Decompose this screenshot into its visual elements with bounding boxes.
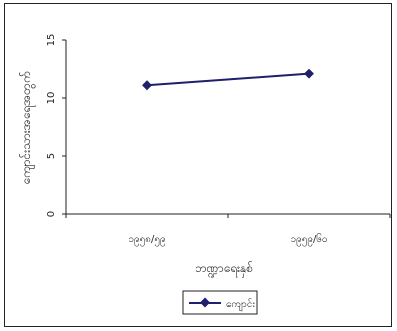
y-ticks: 0 5 10 15 [46, 34, 66, 217]
y-tick-label: 15 [46, 34, 57, 47]
x-axis-title: ဘဏ္ဍာရေးနှစ် [195, 260, 253, 278]
legend: ကျောင်း [182, 290, 258, 315]
x-tick-label: ၁၉၅၈/၅၉ [128, 234, 165, 247]
y-tick-label: 0 [46, 211, 57, 217]
legend-label: ကျောင်း [226, 297, 255, 312]
x-tick-label: ၁၉၅၉/၆၀ [290, 232, 327, 247]
data-point [304, 68, 314, 79]
series-line [146, 72, 310, 87]
y-axis-title: ကျောင်းသားအရေအတွက် [18, 71, 36, 184]
legend-diamond-marker [200, 297, 210, 308]
axes [65, 40, 390, 215]
chart-frame [4, 3, 392, 327]
data-point [142, 80, 152, 91]
y-tick-label: 10 [46, 92, 57, 105]
series-layer [142, 68, 314, 91]
x-ticks: ၁၉၅၈/၅၉ ၁၉၅၉/၆၀ [65, 214, 391, 247]
y-tick-label: 5 [46, 153, 57, 159]
